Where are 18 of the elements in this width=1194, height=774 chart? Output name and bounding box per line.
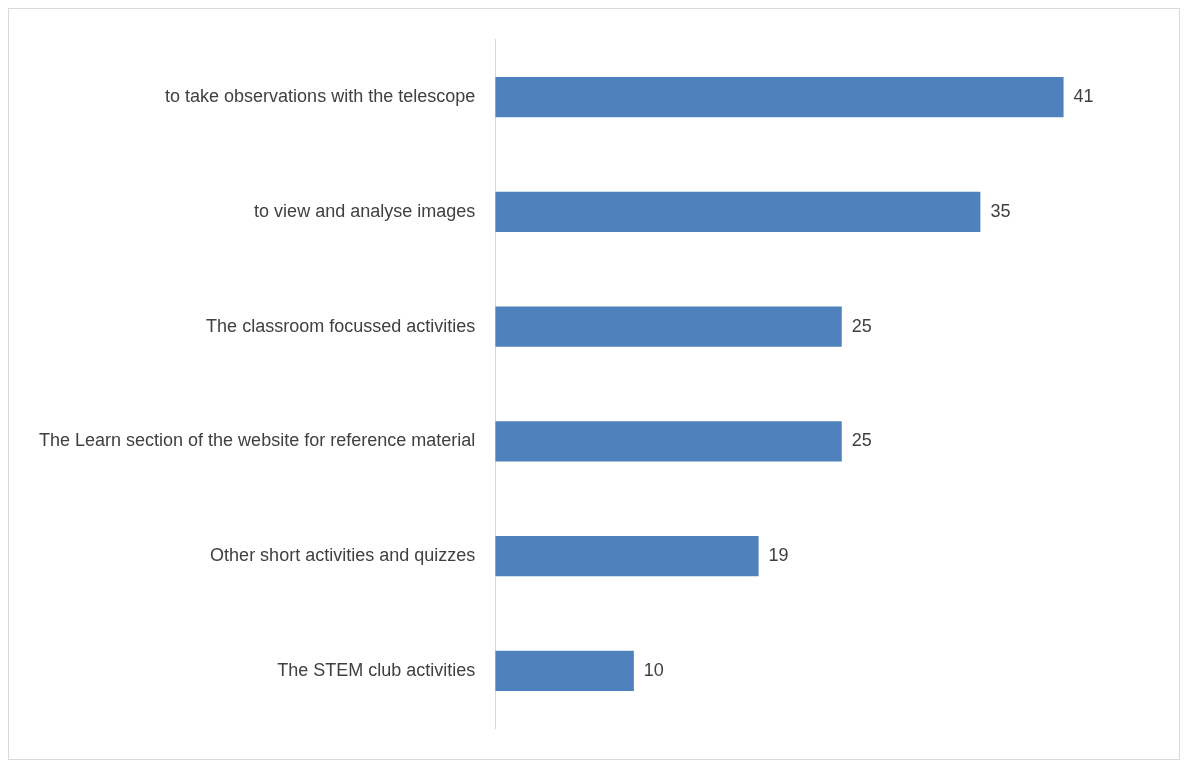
data-label: 19 (768, 545, 789, 566)
y-tick-label: The classroom focussed activities (206, 315, 476, 336)
bar (495, 191, 981, 232)
y-tick-label: to view and analyse images (254, 200, 476, 221)
data-label: 25 (851, 430, 872, 451)
bar (495, 306, 842, 347)
bar (495, 650, 634, 691)
y-tick-label: Other short activities and quizzes (210, 545, 476, 566)
y-tick-label: to take observations with the telescope (165, 86, 476, 107)
data-label: 41 (1073, 86, 1094, 107)
y-tick-label: The STEM club activities (277, 659, 476, 680)
bar (495, 536, 759, 577)
data-label: 35 (990, 200, 1011, 221)
bar (495, 421, 842, 462)
y-tick-label: The Learn section of the website for reference material (38, 430, 476, 451)
data-label: 25 (851, 315, 872, 336)
data-label: 10 (643, 659, 664, 680)
bar (495, 77, 1064, 118)
